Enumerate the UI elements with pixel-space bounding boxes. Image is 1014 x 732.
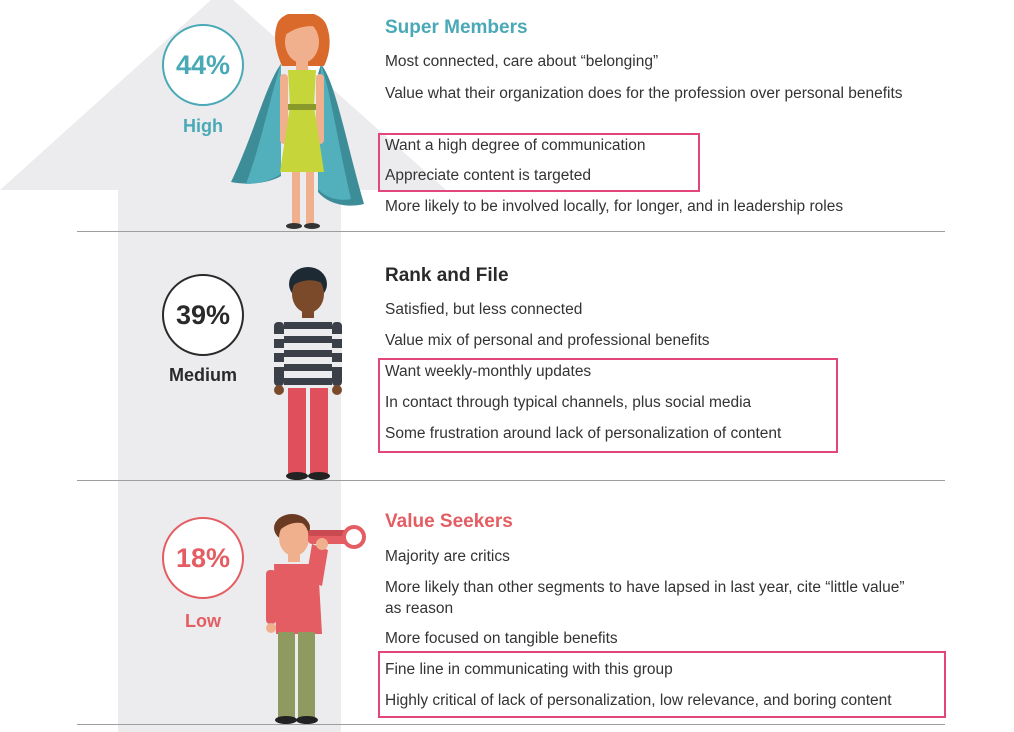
percent-circle-medium: 39% <box>162 274 244 356</box>
segment-trait: Majority are critics <box>385 548 510 565</box>
segment-trait: Highly critical of lack of personalizati… <box>385 692 892 709</box>
segment-trait: Value mix of personal and professional b… <box>385 332 710 349</box>
segment-trait: Some frustration around lack of personal… <box>385 425 782 442</box>
segment-trait: More likely than other segments to have … <box>385 579 905 617</box>
segment-title: Rank and File <box>385 265 509 286</box>
segment-trait: Want a high degree of communication <box>385 137 646 154</box>
section-divider <box>77 231 945 232</box>
engagement-level-label: Low <box>185 611 221 631</box>
segment-trait: Fine line in communicating with this gro… <box>385 661 673 678</box>
section-divider <box>77 480 945 481</box>
segment-trait: Satisfied, but less connected <box>385 301 583 318</box>
striped-shirt-man-illustration <box>274 267 342 480</box>
highlight-box <box>378 133 700 192</box>
segment-title: Super Members <box>385 17 528 38</box>
section-divider <box>77 724 945 725</box>
percent-value: 39% <box>175 299 231 330</box>
engagement-level-label: High <box>183 116 223 136</box>
segment-trait: In contact through typical channels, plu… <box>385 394 752 411</box>
binoculars-man-illustration <box>266 514 366 724</box>
segment-trait: Appreciate content is targeted <box>385 167 591 184</box>
segment-trait: More focused on tangible benefits <box>385 630 618 647</box>
percent-value: 44% <box>175 49 231 80</box>
percent-circle-high: 44% <box>162 24 244 106</box>
superhero-woman-illustration <box>231 14 364 229</box>
segment-trait: Want weekly-monthly updates <box>385 363 592 380</box>
segment-trait: Value what their organization does for t… <box>385 85 903 102</box>
percent-value: 18% <box>175 542 231 573</box>
engagement-level-label: Medium <box>168 365 237 385</box>
segment-trait: More likely to be involved locally, for … <box>385 198 844 215</box>
segment-title: Value Seekers <box>385 511 513 532</box>
highlight-box <box>378 651 946 718</box>
highlight-box <box>378 358 838 453</box>
percent-circle-low: 18% <box>162 517 244 599</box>
segment-trait: Most connected, care about “belonging” <box>385 53 659 70</box>
